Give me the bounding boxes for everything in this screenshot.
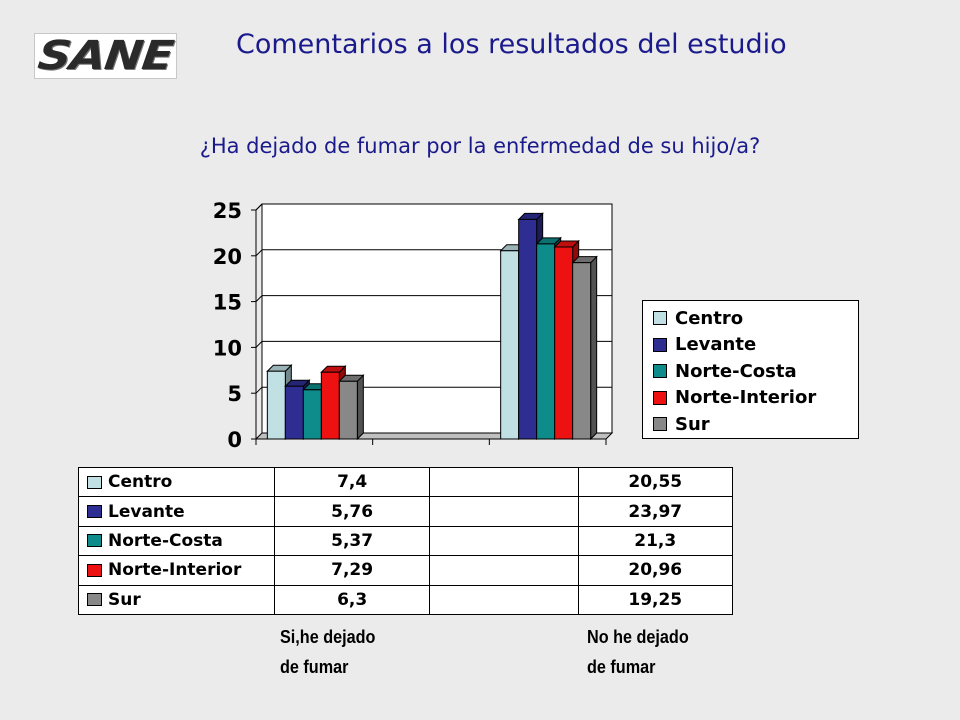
legend-item-levante: Levante [653, 332, 858, 359]
legend-item-sur: Sur [653, 411, 858, 438]
gridline-depth [255, 386, 263, 394]
bar-front [302, 389, 322, 440]
table-value-cell: 5,37 [274, 525, 430, 557]
page-title: Comentarios a los resultados del estudio [236, 29, 787, 60]
bar-front [536, 243, 556, 440]
legend-item-norte-costa: Norte-Costa [653, 358, 858, 385]
legend-item-norte-interior: Norte-Interior [653, 385, 858, 412]
table-empty-cell [428, 466, 579, 498]
table-value-cell: 23,97 [577, 496, 733, 527]
bar-front [500, 250, 520, 440]
table-empty-cell [428, 496, 579, 527]
legend-swatch [653, 337, 667, 352]
bar-side [356, 374, 364, 441]
table-row: Norte-Costa 5,37 21,3 [77, 525, 733, 557]
table-empty-cell [428, 525, 579, 557]
gridline-depth [255, 249, 263, 257]
table-swatch [87, 593, 102, 607]
legend-swatch [653, 311, 667, 326]
category-label-si: Si,he dejado de fumar [280, 627, 376, 677]
table-empty-cell [428, 555, 579, 586]
sane-logo: SANE [34, 33, 177, 79]
table-swatch [87, 563, 102, 577]
legend-swatch [653, 390, 667, 405]
legend-label: Centro [675, 307, 744, 329]
table-row: Sur 6,3 19,25 [77, 584, 733, 616]
legend-label: Sur [675, 413, 710, 435]
table-value-cell: 7,29 [274, 555, 430, 586]
legend-label: Norte-Interior [675, 387, 817, 409]
table-value-cell: 20,96 [577, 555, 733, 586]
table-row: Levante 5,76 23,97 [77, 496, 733, 527]
y-tick-label: 20 [213, 245, 242, 269]
bar-front [518, 218, 538, 440]
y-tick-label: 15 [213, 291, 242, 315]
table-empty-cell [428, 584, 579, 616]
legend-item-centro: Centro [653, 305, 858, 332]
table-swatch [87, 505, 102, 519]
table-row: Centro 7,4 20,55 [77, 466, 733, 498]
y-tick-label: 0 [227, 428, 242, 452]
data-table: Centro 7,4 20,55 Levante 5,76 23,97 Norte-Cost… [77, 466, 733, 616]
y-tick-label: 25 [213, 199, 242, 223]
legend-swatch [653, 417, 667, 432]
table-value-cell: 20,55 [577, 466, 733, 498]
table-value-cell: 19,25 [577, 584, 733, 616]
legend-swatch [653, 364, 667, 379]
plot-area: 0 5 10 15 20 25 [213, 199, 614, 452]
bar-front [572, 262, 592, 440]
table-series-label: Norte-Costa [77, 525, 276, 557]
table-series-label: Sur [77, 584, 276, 616]
table-series-label: Levante [77, 496, 276, 527]
y-axis-top [255, 203, 263, 211]
gridline-depth [255, 295, 263, 302]
legend-label: Levante [675, 334, 757, 356]
bar-sur-0 [338, 374, 365, 441]
table-row: Norte-Interior 7,29 20,96 [77, 555, 733, 586]
table-swatch [87, 475, 102, 489]
legend-label: Norte-Costa [675, 360, 797, 382]
bar-front [284, 385, 304, 440]
chart-question: ¿Ha dejado de fumar por la enfermedad de… [199, 134, 761, 158]
table-value-cell: 6,3 [274, 584, 430, 616]
table-value-cell: 5,76 [274, 496, 430, 527]
bar-front [554, 246, 574, 440]
bar-front [266, 370, 286, 440]
table-swatch [87, 534, 102, 548]
bar-front [338, 380, 358, 440]
y-tick-label: 10 [213, 336, 242, 360]
table-series-label: Centro [77, 466, 276, 498]
chart-legend: Centro Levante Norte-Costa Norte-Interior Su… [642, 300, 859, 439]
gridline-depth [255, 341, 263, 348]
bar-sur-2 [571, 255, 598, 441]
category-label-no: No he dejado de fumar [587, 627, 689, 677]
table-value-cell: 7,4 [274, 466, 430, 498]
bar-front [320, 371, 340, 440]
y-tick-label: 5 [227, 382, 242, 406]
table-value-cell: 21,3 [577, 525, 733, 557]
bar-side [590, 255, 598, 441]
table-series-label: Norte-Interior [77, 555, 276, 586]
